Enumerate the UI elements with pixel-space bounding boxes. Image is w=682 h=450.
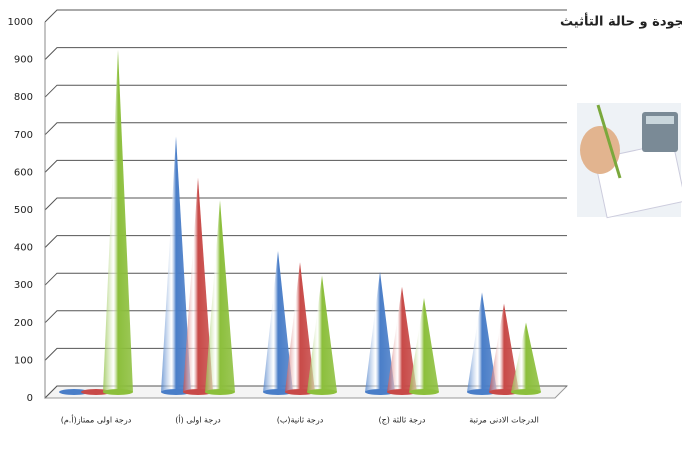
- grid-line: [44, 235, 567, 248]
- cone-base: [307, 389, 337, 395]
- cone-base: [409, 389, 439, 395]
- y-tick-label: 900: [14, 55, 33, 66]
- grid-line: [44, 197, 567, 211]
- x-tick-label: درجة اولى (أ): [175, 415, 221, 425]
- cone: [205, 200, 235, 392]
- cone-base: [205, 389, 235, 395]
- y-tick-label: 600: [14, 167, 33, 178]
- photo: [577, 103, 682, 219]
- cone: [307, 275, 337, 392]
- cone: [263, 251, 293, 392]
- x-tick-label: درجة ثالثة (ج): [379, 416, 426, 425]
- chart-title: متوسط قيمة الايجارات الشهرية للعقارات ال…: [560, 13, 682, 30]
- y-tick-label: 800: [14, 92, 33, 103]
- grid-line: [44, 310, 567, 324]
- y-tick-label: 0: [27, 393, 33, 404]
- grid-line: [44, 47, 567, 60]
- grid-line: [44, 272, 567, 286]
- x-tick-label: درجة اولى ممتاز(أ.م): [61, 415, 132, 425]
- x-tick-label: الدرجات الادنى مرتبة: [469, 416, 539, 425]
- y-tick-label: 300: [14, 280, 33, 291]
- cone: [489, 303, 519, 392]
- y-tick-label: 200: [14, 318, 33, 329]
- y-tick-label: 700: [14, 130, 33, 141]
- grid-line: [44, 122, 567, 136]
- y-tick-label: 1000: [8, 17, 33, 28]
- cone: [161, 136, 191, 392]
- cone: [285, 262, 315, 392]
- y-tick-label: 100: [14, 355, 33, 366]
- cone-base: [103, 389, 133, 395]
- cone: [103, 49, 133, 393]
- cone-base: [59, 389, 89, 395]
- grid-line: [44, 84, 567, 98]
- cone: [467, 292, 497, 392]
- cone: [409, 298, 439, 392]
- cone: [365, 271, 395, 392]
- cone: [511, 322, 541, 392]
- cone: [387, 286, 417, 392]
- x-tick-label: درجة ثانية(ب): [277, 416, 324, 425]
- grid-line: [44, 9, 567, 23]
- y-tick-label: 400: [14, 243, 33, 254]
- y-tick-label: 500: [14, 205, 33, 216]
- cone: [183, 177, 213, 392]
- cone-base: [511, 389, 541, 395]
- grid-line: [44, 159, 567, 173]
